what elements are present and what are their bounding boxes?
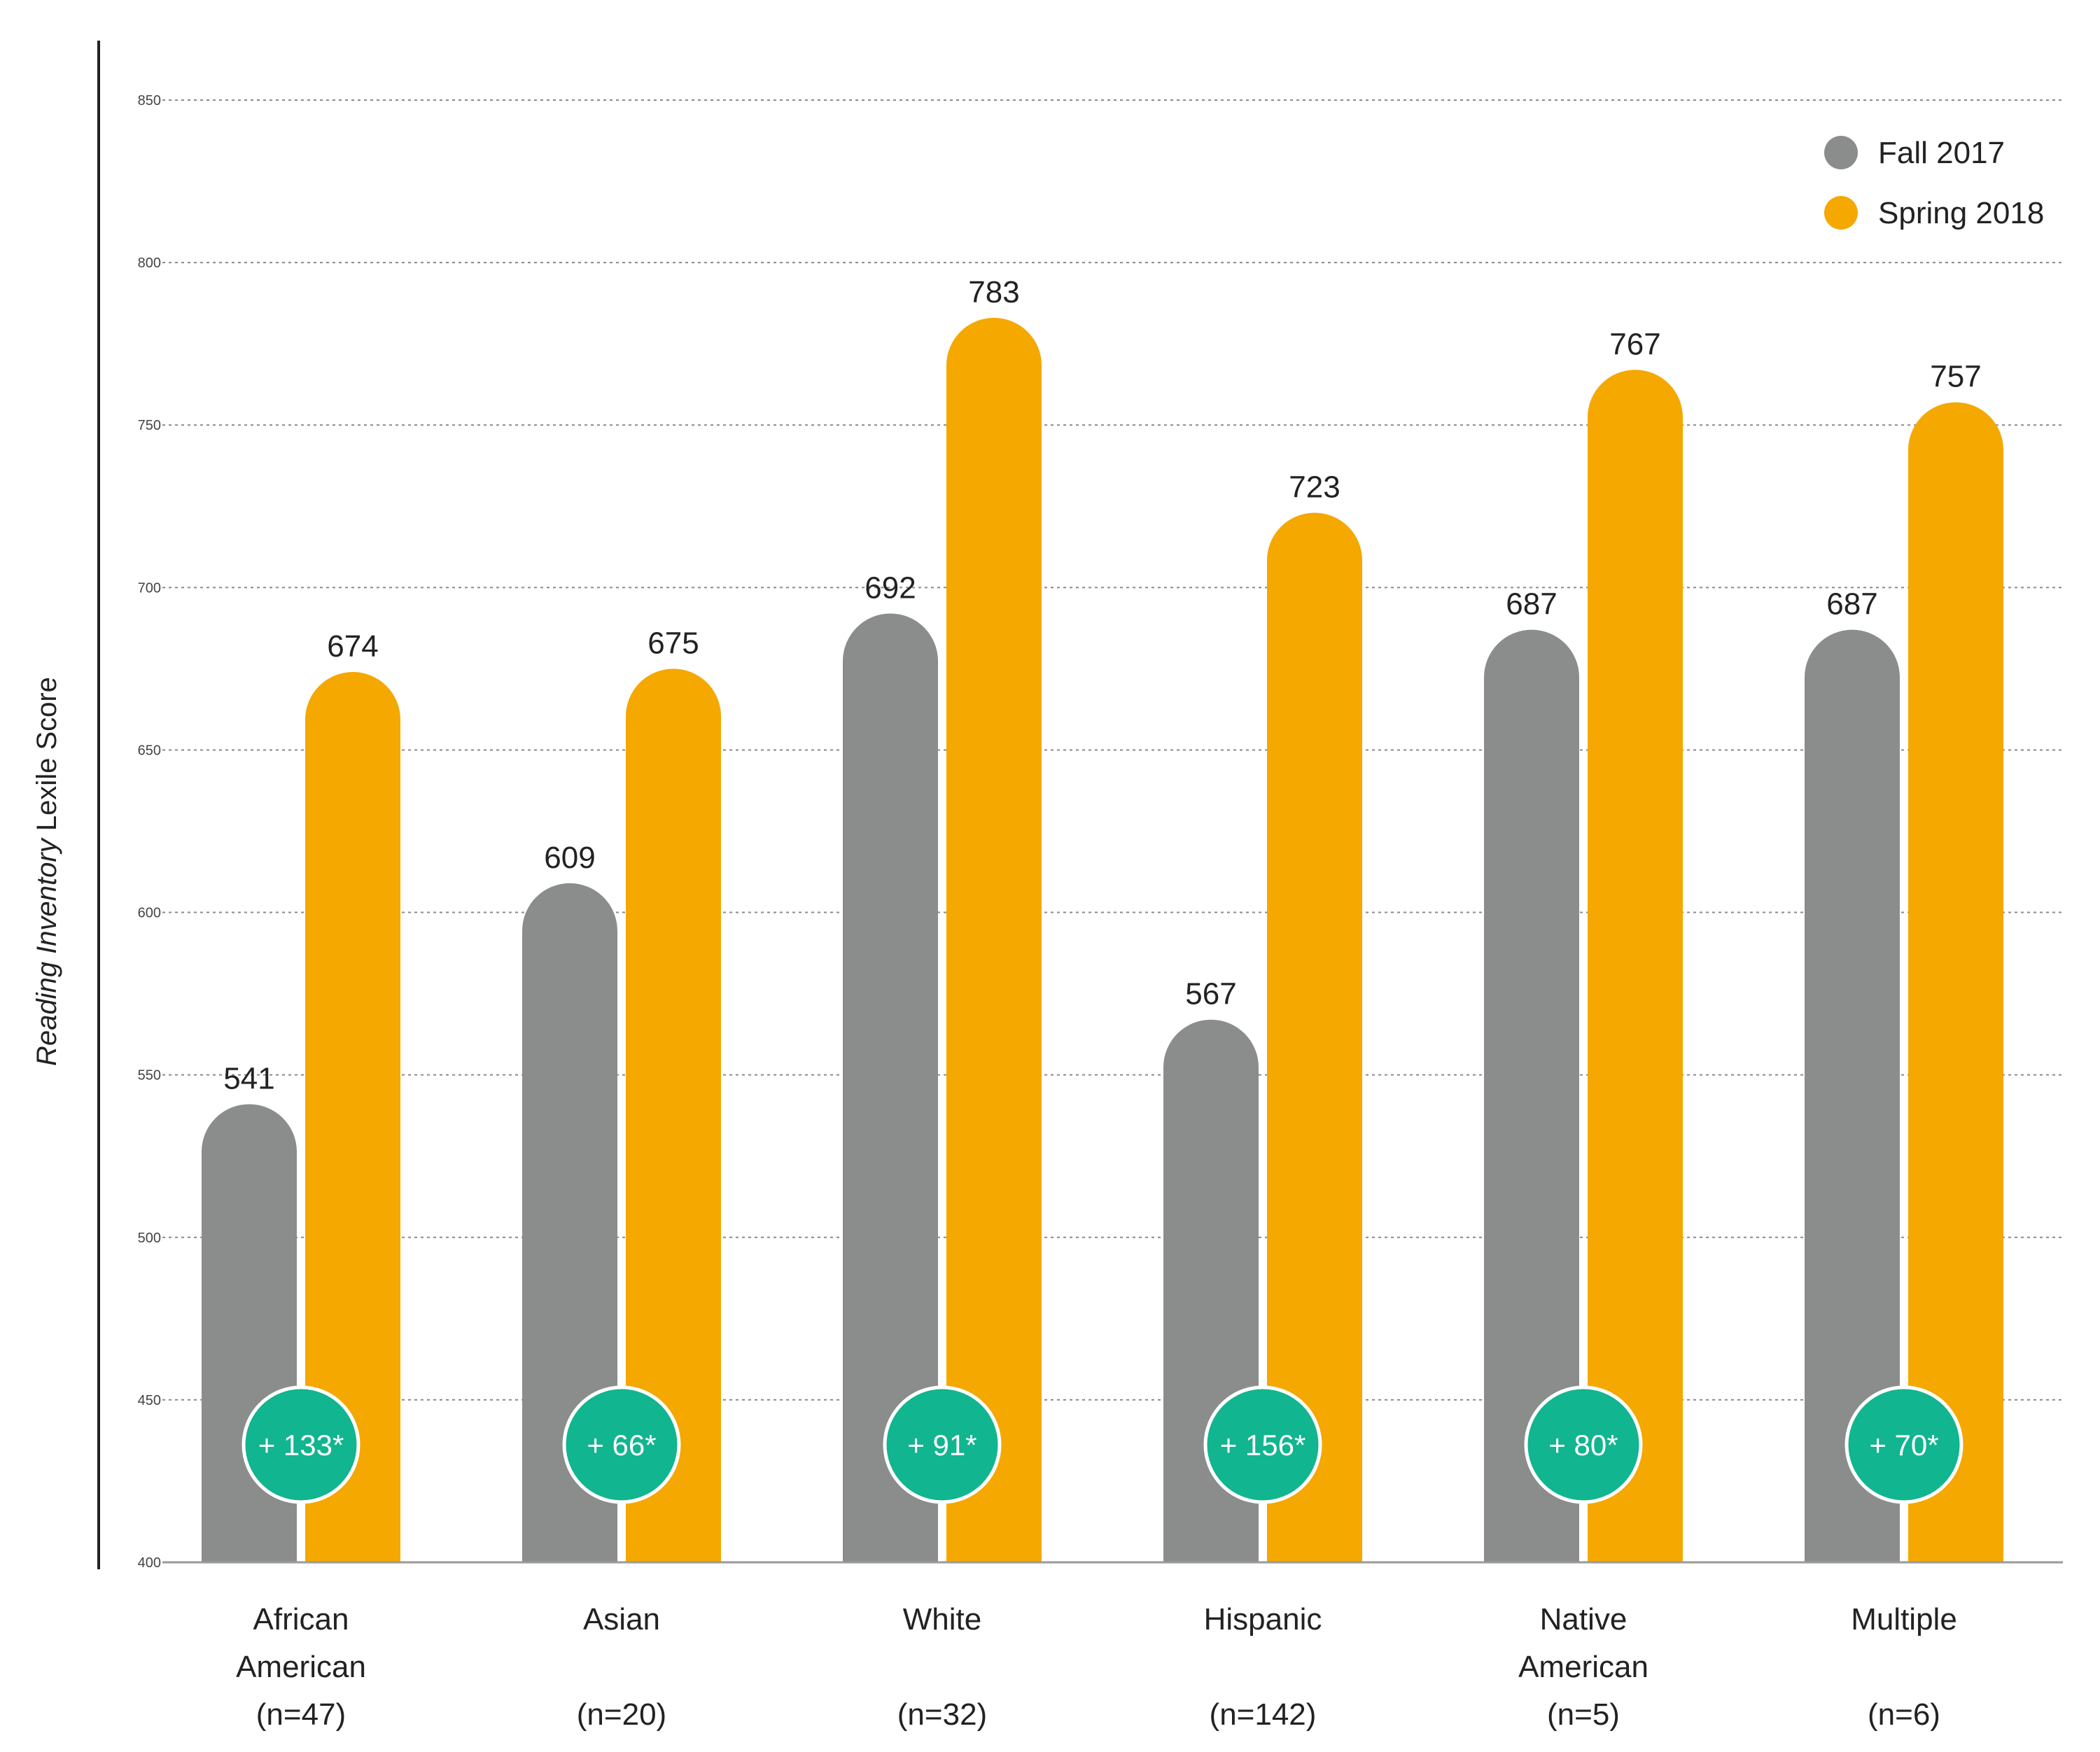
bar-fall-2017 bbox=[1484, 629, 1579, 1562]
value-label-fall-2017: 567 bbox=[1185, 977, 1236, 1011]
bar-spring-2018 bbox=[946, 318, 1042, 1563]
value-label-spring-2018: 767 bbox=[1609, 327, 1660, 361]
gain-badge-label: + 70* bbox=[1869, 1429, 1938, 1462]
legend-swatch-fall-2017 bbox=[1824, 136, 1858, 169]
y-tick-label: 400 bbox=[138, 1555, 161, 1571]
legend: Fall 2017 Spring 2018 bbox=[1824, 136, 2044, 230]
legend-label-spring-2018: Spring 2018 bbox=[1878, 196, 2044, 230]
category-label: Native bbox=[1540, 1602, 1628, 1637]
value-label-fall-2017: 687 bbox=[1826, 587, 1877, 622]
gain-badge bbox=[1203, 1385, 1322, 1504]
y-tick-label: 450 bbox=[138, 1393, 161, 1408]
y-tick-label: 500 bbox=[138, 1231, 161, 1246]
category-sample-size: (n=47) bbox=[256, 1697, 346, 1732]
y-tick-label: 650 bbox=[138, 743, 161, 758]
value-label-spring-2018: 674 bbox=[327, 629, 378, 664]
value-label-spring-2018: 757 bbox=[1930, 360, 1981, 394]
category-sample-size: (n=142) bbox=[1210, 1697, 1317, 1732]
gain-badges: + 133* + 66* + 91* + 156* + 80* + 70* bbox=[241, 1385, 1963, 1504]
gain-badge bbox=[562, 1385, 681, 1504]
value-label-fall-2017: 692 bbox=[864, 570, 916, 605]
gain-badge bbox=[1524, 1385, 1643, 1504]
value-label-spring-2018: 675 bbox=[648, 626, 699, 660]
bar-spring-2018 bbox=[1588, 370, 1683, 1562]
bar-fall-2017 bbox=[843, 613, 938, 1562]
value-label-fall-2017: 609 bbox=[544, 841, 595, 875]
gain-badge-label: + 66* bbox=[587, 1429, 656, 1462]
gain-badge-label: + 133* bbox=[258, 1429, 344, 1462]
category-sample-size: (n=20) bbox=[577, 1697, 666, 1732]
gain-badge-label: + 80* bbox=[1548, 1429, 1618, 1462]
y-tick-label: 850 bbox=[138, 93, 161, 108]
bar-spring-2018 bbox=[305, 672, 400, 1562]
gain-badge bbox=[883, 1385, 1002, 1504]
y-tick-labels: 400 450 500 550 600 650 700 750 800 850 bbox=[138, 93, 161, 1571]
y-tick-label: 800 bbox=[138, 255, 161, 271]
category-label: African bbox=[253, 1602, 349, 1637]
gain-badge bbox=[1844, 1385, 1963, 1504]
bar-fall-2017 bbox=[1805, 629, 1900, 1562]
category-label: American bbox=[236, 1650, 366, 1684]
y-tick-label: 750 bbox=[138, 418, 161, 433]
y-tick-label: 550 bbox=[138, 1068, 161, 1084]
category-sample-size: (n=5) bbox=[1547, 1697, 1620, 1732]
value-label-fall-2017: 687 bbox=[1506, 587, 1557, 622]
gridlines bbox=[162, 99, 2063, 1401]
category-sample-size: (n=32) bbox=[897, 1697, 987, 1732]
value-label-fall-2017: 541 bbox=[223, 1061, 274, 1095]
y-tick-label: 700 bbox=[138, 580, 161, 596]
y-axis-label-italic: Reading Inventory bbox=[31, 836, 62, 1066]
bar-spring-2018 bbox=[1908, 402, 2003, 1562]
value-label-spring-2018: 783 bbox=[968, 275, 1019, 309]
category-sample-size: (n=6) bbox=[1868, 1697, 1940, 1732]
gain-badge bbox=[241, 1385, 360, 1504]
y-tick-label: 600 bbox=[138, 906, 161, 921]
bar-spring-2018 bbox=[626, 668, 721, 1562]
bar-spring-2018 bbox=[1267, 512, 1362, 1562]
legend-swatch-spring-2018 bbox=[1824, 196, 1858, 230]
value-labels: 541 674 609 675 692 783 567 723 687 767 687 757 bbox=[223, 275, 1981, 1095]
bars bbox=[202, 318, 2003, 1563]
category-label: Multiple bbox=[1851, 1602, 1957, 1637]
gain-badge-label: + 91* bbox=[907, 1429, 976, 1462]
y-axis-label: Reading Inventory Lexile Score bbox=[31, 677, 62, 1066]
category-label: Hispanic bbox=[1204, 1602, 1322, 1637]
value-label-spring-2018: 723 bbox=[1289, 470, 1340, 505]
gain-badge-label: + 156* bbox=[1220, 1429, 1306, 1462]
category-label: White bbox=[903, 1602, 981, 1637]
category-label: American bbox=[1518, 1650, 1648, 1684]
bar-fall-2017 bbox=[522, 883, 617, 1562]
category-labels: African American (n=47) Asian (n=20) White (n=… bbox=[236, 1602, 1957, 1732]
legend-label-fall-2017: Fall 2017 bbox=[1878, 136, 2005, 170]
category-label: Asian bbox=[583, 1602, 660, 1637]
y-axis-label-rest: Lexile Score bbox=[31, 677, 62, 839]
